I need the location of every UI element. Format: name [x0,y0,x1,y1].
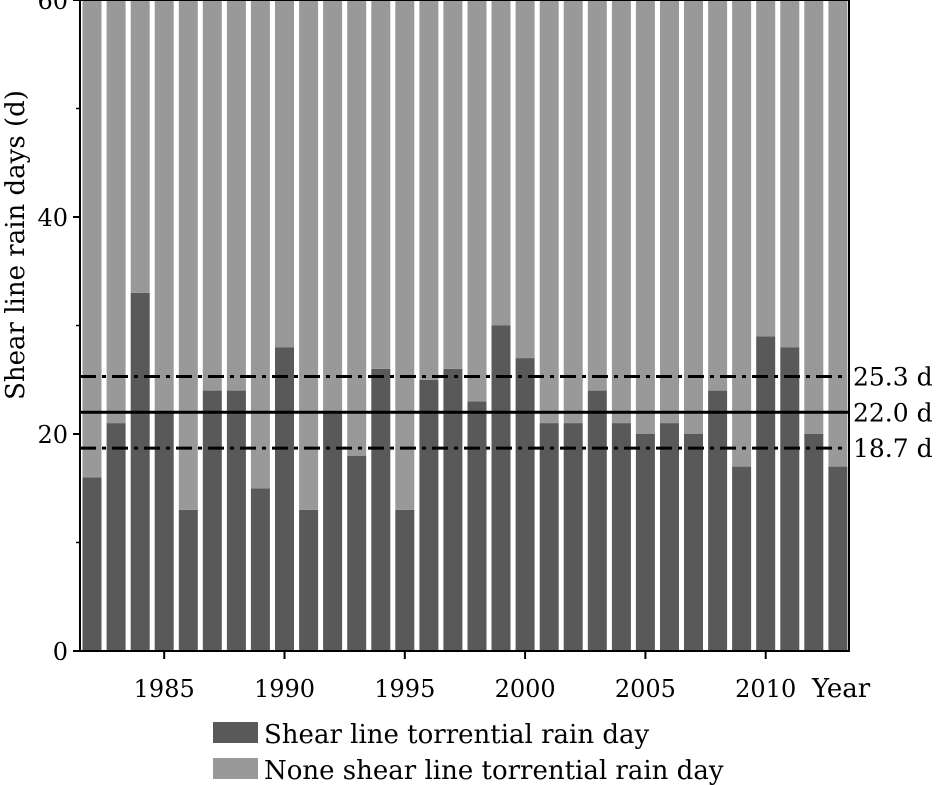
bar-none-shear-line [82,0,102,478]
bar-shear-line [82,477,102,651]
bar-none-shear-line [828,0,848,467]
y-tick-label: 0 [53,638,68,666]
bar-none-shear-line [226,0,246,391]
reference-line-label: 25.3 d [853,362,933,391]
bar-shear-line [323,412,343,651]
bar-shear-line [202,390,222,651]
bar-none-shear-line [732,0,752,467]
y-tick-label: 20 [37,421,68,449]
bar-shear-line [635,434,655,651]
bar-none-shear-line [154,0,174,413]
x-tick-label: 1990 [254,675,315,703]
x-tick-label: 2000 [495,675,556,703]
bar-none-shear-line [587,0,607,391]
bar-shear-line [178,509,198,651]
reference-lines-layer: 25.3 d 22.0 d 18.7 d [80,362,933,463]
bar-none-shear-line [371,0,391,369]
x-tick-label: 1985 [134,675,195,703]
bar-none-shear-line [491,0,511,326]
bar-none-shear-line [756,0,776,337]
bar-shear-line [587,390,607,651]
bar-shear-line [828,466,848,651]
legend: Shear line torrential rain day None shear… [213,720,724,785]
bar-none-shear-line [443,0,463,369]
x-tick-label: 2010 [735,675,796,703]
bar-shear-line [275,347,294,651]
bar-none-shear-line [635,0,655,434]
bar-shear-line [611,423,631,651]
bar-shear-line [419,379,439,652]
bar-shear-line [780,347,800,651]
bar-none-shear-line [130,0,150,293]
bar-none-shear-line [708,0,728,391]
legend-label: Shear line torrential rain day [264,720,650,750]
bar-shear-line [467,401,487,651]
bar-none-shear-line [250,0,270,489]
bar-shear-line [491,325,511,651]
bar-none-shear-line [419,0,439,380]
bar-none-shear-line [347,0,367,456]
bar-shear-line [684,434,703,651]
bar-shear-line [250,488,270,652]
bar-none-shear-line [660,0,679,424]
bar-none-shear-line [178,0,198,510]
bar-none-shear-line [539,0,559,424]
bar-shear-line [563,423,583,651]
bars-layer [82,0,848,652]
bar-none-shear-line [563,0,583,424]
bar-none-shear-line [106,0,126,424]
bar-shear-line [660,423,679,651]
bar-shear-line [371,368,391,651]
bar-none-shear-line [684,0,703,434]
y-tick-label: 40 [37,204,68,232]
axes-layer: 0 20 40 60 1985 1990 1995 2000 2005 2010 [37,0,796,703]
reference-line-label: 22.0 d [853,398,933,427]
bar-none-shear-line [323,0,343,413]
bar-none-shear-line [515,0,535,359]
bar-none-shear-line [780,0,800,348]
bar-none-shear-line [611,0,631,424]
x-tick-label: 1995 [374,675,435,703]
bar-shear-line [804,434,824,651]
legend-swatch [213,722,258,743]
bar-shear-line [226,390,246,651]
bar-none-shear-line [804,0,824,434]
y-tick-label: 60 [37,0,68,15]
bar-shear-line [539,423,559,651]
bar-shear-line [756,336,776,651]
bar-none-shear-line [202,0,222,391]
bar-shear-line [732,466,752,651]
bar-shear-line [347,455,367,651]
legend-label: None shear line torrential rain day [264,756,724,785]
bar-shear-line [708,390,728,651]
bar-shear-line [299,509,319,651]
bar-none-shear-line [395,0,415,510]
bar-shear-line [443,368,463,651]
bar-shear-line [395,509,415,651]
bar-shear-line [130,292,150,651]
bar-none-shear-line [275,0,294,348]
x-tick-label: 2005 [615,675,676,703]
y-axis-title: Shear line rain days (d) [1,90,31,400]
reference-line-label: 18.7 d [853,434,933,463]
bar-none-shear-line [299,0,319,510]
bar-shear-line [154,412,174,651]
bar-none-shear-line [467,0,487,402]
x-axis-title: Year [811,674,871,704]
bar-shear-line [515,358,535,651]
bar-shear-line [106,423,126,651]
legend-swatch [213,758,258,779]
